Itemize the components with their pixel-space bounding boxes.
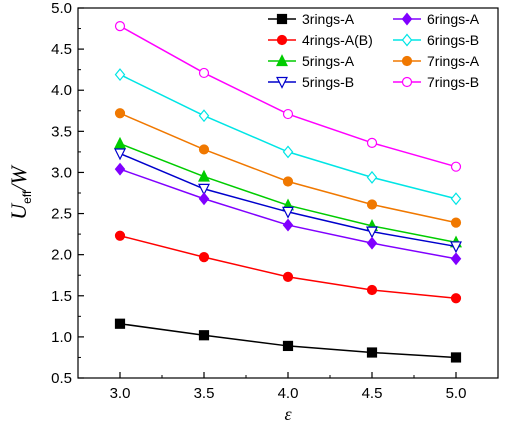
- legend-label: 7rings-B: [427, 74, 479, 90]
- legend-label: 3rings-A: [302, 11, 355, 27]
- y-tick-label: 2.5: [51, 206, 72, 223]
- data-point: [114, 230, 126, 241]
- legend-item: 6rings-A: [393, 11, 480, 27]
- data-point: [450, 192, 462, 206]
- series-5rings-B: [114, 148, 462, 254]
- data-point: [282, 206, 294, 219]
- data-point: [114, 148, 126, 161]
- data-point: [198, 252, 210, 263]
- series-line: [119, 235, 457, 299]
- data-point: [198, 183, 210, 196]
- data-point: [198, 109, 210, 123]
- legend-marker: [276, 13, 288, 25]
- series-7rings-B: [114, 20, 462, 172]
- legend-item: 5rings-A: [268, 53, 355, 69]
- y-tick-label: 5.0: [51, 0, 72, 17]
- y-axis-title: Ueff/W: [6, 165, 34, 220]
- y-tick-label: 4.5: [51, 41, 72, 58]
- data-point: [282, 340, 294, 352]
- x-tick-label: 5.0: [446, 385, 467, 402]
- y-axis-title-rest: /W: [6, 165, 31, 193]
- x-tick-label: 4.0: [278, 385, 299, 402]
- data-point: [450, 161, 462, 172]
- legend-marker: [401, 76, 413, 88]
- data-point: [366, 236, 378, 250]
- data-point: [198, 144, 210, 155]
- data-point: [114, 162, 126, 176]
- legend-label: 5rings-A: [302, 53, 355, 69]
- series-3rings-A: [114, 318, 462, 363]
- data-point: [366, 199, 378, 210]
- series-6rings-A: [114, 162, 462, 266]
- legend-label: 6rings-A: [427, 11, 480, 27]
- y-tick-label: 1.0: [51, 329, 72, 346]
- legend-item: 5rings-B: [268, 74, 354, 90]
- y-tick-label: 3.5: [51, 123, 72, 140]
- data-point: [450, 352, 462, 363]
- data-point: [450, 293, 462, 304]
- y-tick-label: 0.5: [51, 370, 72, 387]
- data-point: [282, 176, 294, 187]
- data-point: [366, 347, 378, 358]
- data-point: [366, 137, 378, 148]
- data-point: [282, 108, 294, 120]
- x-tick-label: 3.5: [194, 385, 215, 402]
- y-tick-label: 1.5: [51, 288, 72, 305]
- legend-item: 3rings-A: [268, 11, 355, 27]
- data-point: [114, 136, 126, 149]
- legend-marker: [401, 12, 413, 26]
- data-point: [114, 318, 126, 329]
- legend-marker: [276, 34, 288, 46]
- legend-marker: [276, 54, 288, 67]
- legend-label: 5rings-B: [302, 74, 354, 90]
- data-point: [198, 192, 210, 206]
- data-point: [198, 330, 210, 341]
- y-tick-label: 2.0: [51, 247, 72, 264]
- data-point: [282, 145, 294, 159]
- data-point: [114, 20, 126, 32]
- legend-marker: [276, 76, 288, 89]
- data-point: [282, 218, 294, 232]
- series-line: [119, 322, 457, 359]
- data-point: [282, 271, 294, 282]
- data-point: [114, 108, 126, 119]
- y-tick-label: 4.0: [51, 82, 72, 99]
- data-point: [450, 241, 462, 254]
- data-point: [366, 284, 378, 296]
- legend-marker: [401, 55, 413, 67]
- data-point: [366, 170, 378, 184]
- x-tick-label: 4.5: [362, 385, 383, 402]
- x-tick-label: 3.0: [110, 385, 131, 402]
- series-6rings-B: [114, 68, 462, 206]
- legend-item: 6rings-B: [393, 32, 479, 48]
- series-7rings-A: [114, 108, 462, 228]
- y-axis-title-subscript: eff: [20, 190, 34, 204]
- y-tick-label: 3.0: [51, 164, 72, 181]
- legend-item: 4rings-A(B): [268, 32, 373, 48]
- legend-marker: [401, 33, 413, 47]
- data-point: [114, 68, 126, 82]
- x-axis-title: ε: [284, 404, 292, 424]
- data-point: [450, 252, 462, 266]
- y-axis-title-main: U: [6, 202, 31, 220]
- data-point: [198, 67, 210, 79]
- legend-label: 4rings-A(B): [302, 32, 373, 48]
- legend-item: 7rings-B: [393, 74, 479, 90]
- series-4rings-A(B): [114, 230, 462, 304]
- legend-item: 7rings-A: [393, 53, 480, 69]
- data-point: [450, 217, 462, 228]
- data-point: [198, 169, 210, 182]
- legend-label: 7rings-A: [427, 53, 480, 69]
- data-point: [366, 226, 378, 239]
- legend-label: 6rings-B: [427, 32, 479, 48]
